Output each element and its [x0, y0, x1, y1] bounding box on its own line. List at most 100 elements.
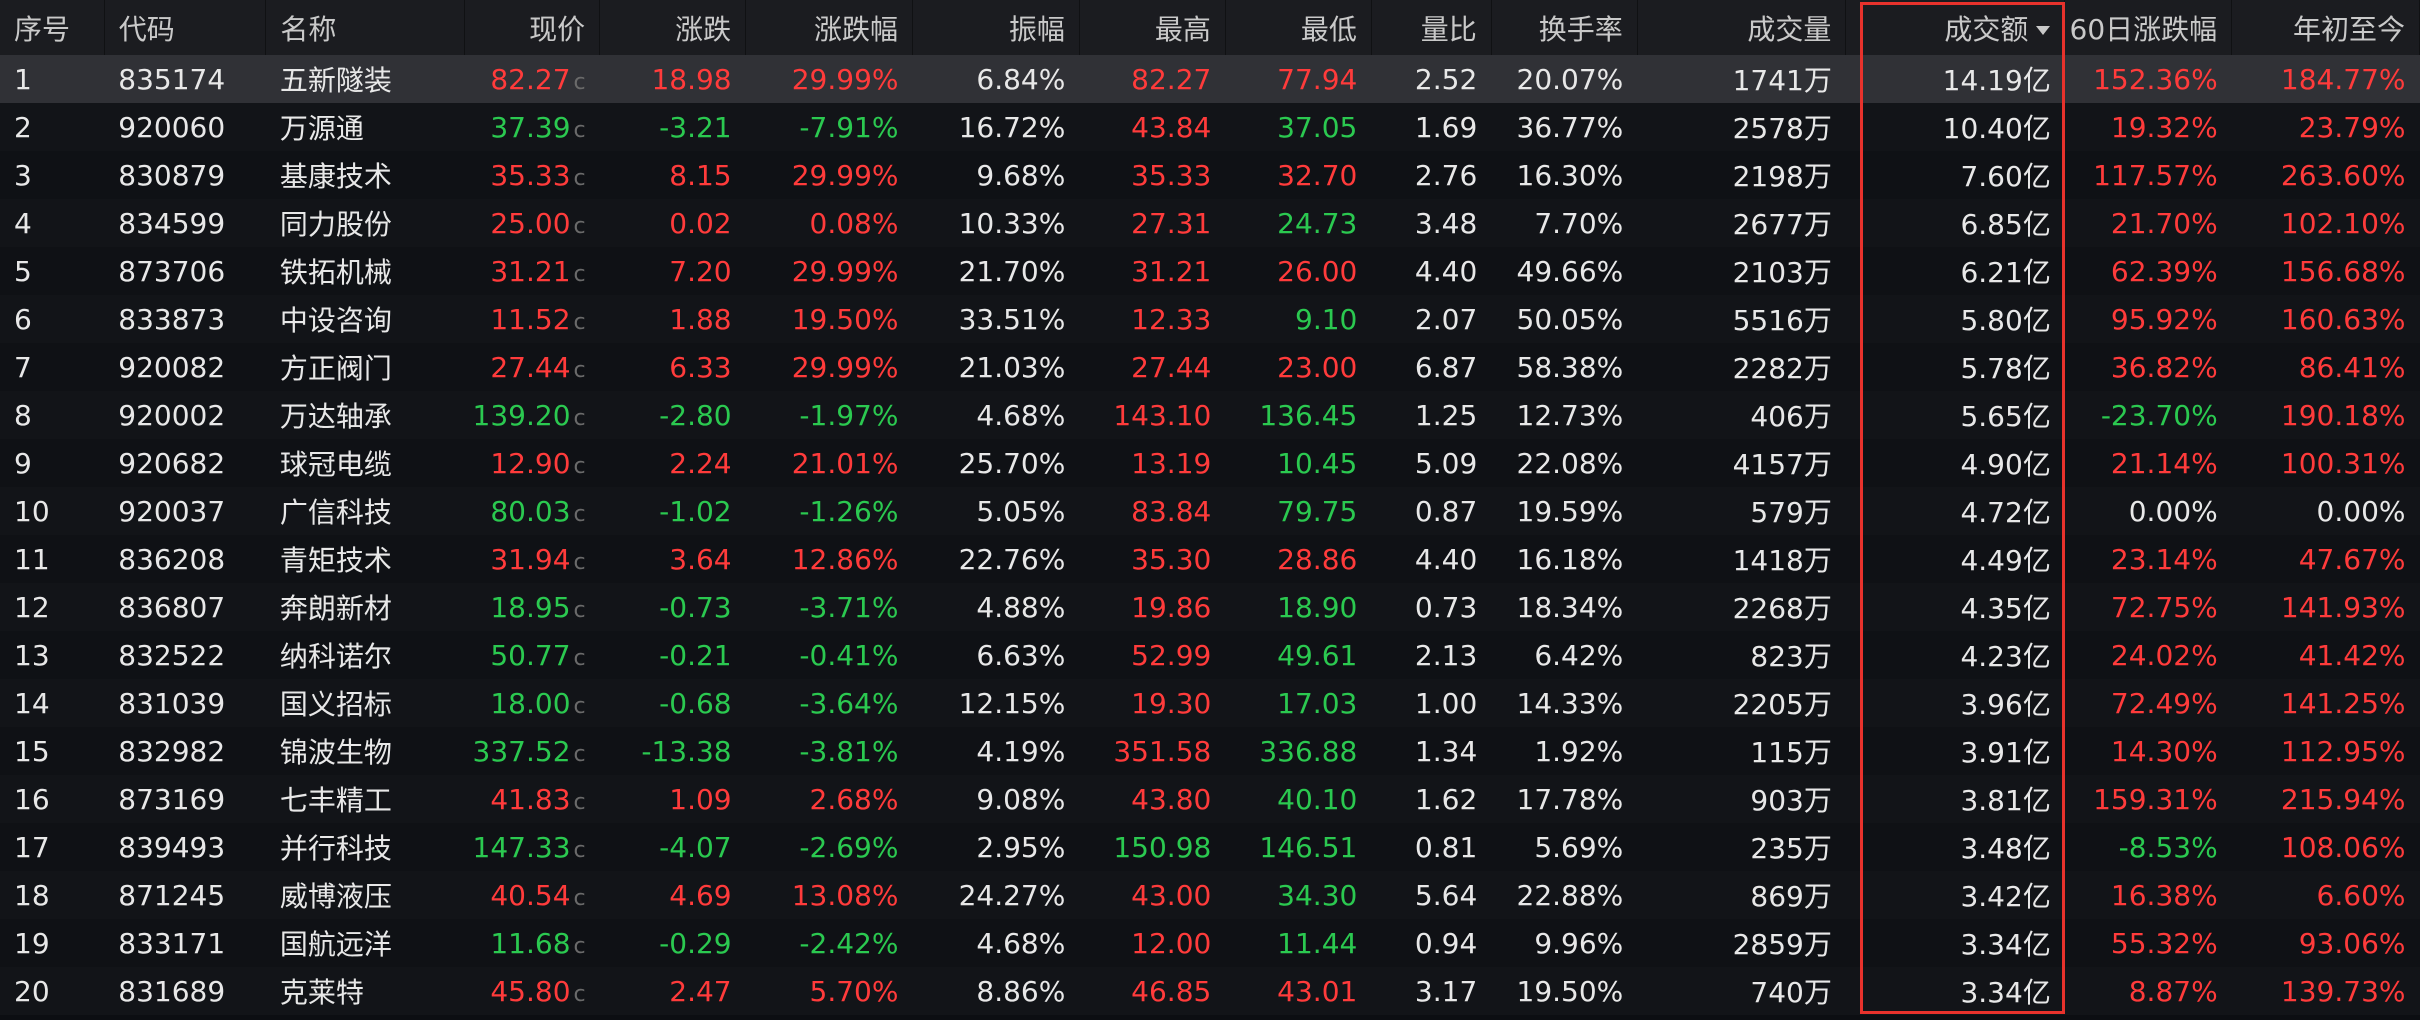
header-change-pct[interactable]: 涨跌幅: [745, 0, 913, 55]
cell-amplitude: 24.27%: [912, 871, 1079, 919]
table-row[interactable]: 3 830879 基康技术 35.33 c 8.15 29.99% 9.68% 35.33 32.…: [0, 151, 2420, 199]
cell-high: 43.00: [1079, 871, 1225, 919]
cell-amount: 4.72亿: [1846, 487, 2065, 535]
table-row[interactable]: 7 920082 方正阀门 27.44 c 6.33 29.99% 21.03% 27.44 23…: [0, 343, 2420, 391]
table-row[interactable]: 6 833873 中设咨询 11.52 c 1.88 19.50% 33.51% 12.33 9.…: [0, 295, 2420, 343]
cell-volume: 2677万: [1637, 199, 1846, 247]
cell-price-value: 18.00: [490, 686, 571, 720]
cell-high-value: 35.30: [1131, 542, 1212, 576]
table-row[interactable]: 17 839493 并行科技 147.33 c -4.07 -2.69% 2.95% 150.9…: [0, 823, 2420, 871]
cell-change-pct-value: 12.86%: [791, 542, 899, 576]
cell-seq-value: 9: [14, 446, 32, 480]
cell-60d-change: 16.38%: [2065, 871, 2232, 919]
cell-low-value: 37.05: [1277, 110, 1358, 144]
header-amplitude[interactable]: 振幅: [912, 0, 1080, 55]
header-change[interactable]: 涨跌: [599, 0, 747, 55]
cell-high-value: 19.86: [1131, 590, 1212, 624]
header-high[interactable]: 最高: [1079, 0, 1226, 55]
cell-code: 836807: [104, 583, 266, 631]
cell-high-value: 43.84: [1131, 110, 1212, 144]
cell-seq-value: 5: [14, 254, 32, 288]
cell-code-value: 871245: [118, 878, 226, 912]
cell-code: 873706: [104, 247, 266, 295]
cell-volume: 2268万: [1637, 583, 1846, 631]
cell-amplitude: 16.72%: [912, 103, 1079, 151]
cell-ytd-change: 215.94%: [2232, 775, 2420, 823]
table-row[interactable]: 10 920037 广信科技 80.03 c -1.02 -1.26% 5.05% 83.84 7…: [0, 487, 2420, 535]
cell-seq-value: 4: [14, 206, 32, 240]
cell-change: 1.09: [600, 775, 746, 823]
cell-name-value: 基康技术: [279, 160, 392, 193]
table-row[interactable]: 2 920060 万源通 37.39 c -3.21 -7.91% 16.72% 43.84 37…: [0, 103, 2420, 151]
header-amount[interactable]: 成交额: [1845, 0, 2066, 55]
cell-turnover-value: 58.38%: [1516, 350, 1624, 384]
price-flag: c: [573, 741, 586, 767]
header-code[interactable]: 代码: [104, 0, 267, 55]
cell-change-pct: 29.99%: [746, 247, 913, 295]
table-body: 1 835174 五新隧装 82.27 c 18.98 29.99% 6.84% 82.27 77…: [0, 55, 2420, 1015]
header-low[interactable]: 最低: [1225, 0, 1372, 55]
cell-price-value: 12.90: [490, 446, 571, 480]
header-volume[interactable]: 成交量: [1637, 0, 1847, 55]
cell-amount-value: 5.65亿: [1960, 400, 2051, 433]
cell-amount-value: 4.23亿: [1960, 640, 2051, 673]
header-60d-change[interactable]: 60日涨跌幅: [2064, 0, 2233, 55]
cell-high: 52.99: [1079, 631, 1225, 679]
table-row[interactable]: 1 835174 五新隧装 82.27 c 18.98 29.99% 6.84% 82.27 77…: [0, 55, 2420, 103]
table-row[interactable]: 20 831689 克莱特 45.80 c 2.47 5.70% 8.86% 46.85 43.0…: [0, 967, 2420, 1015]
cell-volume-ratio-value: 1.34: [1414, 734, 1478, 768]
table-row[interactable]: 4 834599 同力股份 25.00 c 0.02 0.08% 10.33% 27.31 24.…: [0, 199, 2420, 247]
table-row[interactable]: 11 836208 青矩技术 31.94 c 3.64 12.86% 22.76% 35.30 2…: [0, 535, 2420, 583]
table-row[interactable]: 15 832982 锦波生物 337.52 c -13.38 -3.81% 4.19% 351.…: [0, 727, 2420, 775]
cell-low: 77.94: [1225, 55, 1371, 103]
table-row[interactable]: 14 831039 国义招标 18.00 c -0.68 -3.64% 12.15% 19.30…: [0, 679, 2420, 727]
cell-price-value: 40.54: [490, 878, 571, 912]
cell-high-value: 52.99: [1131, 638, 1212, 672]
cell-name-value: 万达轴承: [279, 400, 392, 433]
table-row[interactable]: 8 920002 万达轴承 139.20 c -2.80 -1.97% 4.68% 143.10…: [0, 391, 2420, 439]
cell-turnover-value: 20.07%: [1516, 62, 1624, 96]
header-price[interactable]: 现价: [464, 0, 601, 55]
header-turnover[interactable]: 换手率: [1491, 0, 1638, 55]
cell-change: 7.20: [600, 247, 746, 295]
cell-volume: 2578万: [1637, 103, 1846, 151]
cell-amplitude: 5.05%: [912, 487, 1079, 535]
header-seq[interactable]: 序号: [0, 0, 105, 55]
price-flag: c: [573, 597, 586, 623]
cell-volume-ratio: 1.25: [1371, 391, 1491, 439]
cell-volume: 823万: [1637, 631, 1846, 679]
table-row[interactable]: 12 836807 奔朗新材 18.95 c -0.73 -3.71% 4.88% 19.86 1…: [0, 583, 2420, 631]
cell-amplitude-value: 4.88%: [976, 590, 1066, 624]
cell-low-value: 26.00: [1277, 254, 1358, 288]
cell-volume-ratio: 1.62: [1371, 775, 1491, 823]
cell-volume: 5516万: [1637, 295, 1846, 343]
cell-change-value: -0.73: [659, 590, 732, 624]
cell-seq: 20: [0, 967, 104, 1015]
cell-price: 25.00 c: [464, 199, 600, 247]
cell-60d-change: 117.57%: [2065, 151, 2232, 199]
cell-turnover: 1.92%: [1491, 727, 1637, 775]
cell-volume-value: 115万: [1750, 736, 1832, 769]
table-row[interactable]: 5 873706 铁拓机械 31.21 c 7.20 29.99% 21.70% 31.21 26…: [0, 247, 2420, 295]
cell-volume-ratio: 6.87: [1371, 343, 1491, 391]
header-volume-ratio[interactable]: 量比: [1371, 0, 1492, 55]
cell-volume-value: 1741万: [1732, 64, 1832, 97]
cell-volume: 406万: [1637, 391, 1846, 439]
cell-low: 9.10: [1225, 295, 1371, 343]
cell-amount-value: 5.80亿: [1960, 304, 2051, 337]
cell-amount: 7.60亿: [1846, 151, 2065, 199]
table-row[interactable]: 9 920682 球冠电缆 12.90 c 2.24 21.01% 25.70% 13.19 10…: [0, 439, 2420, 487]
table-row[interactable]: 13 832522 纳科诺尔 50.77 c -0.21 -0.41% 6.63% 52.99 4…: [0, 631, 2420, 679]
table-row[interactable]: 18 871245 威博液压 40.54 c 4.69 13.08% 24.27% 43.00 3…: [0, 871, 2420, 919]
table-row[interactable]: 19 833171 国航远洋 11.68 c -0.29 -2.42% 4.68% 12.00 1…: [0, 919, 2420, 967]
cell-low: 10.45: [1225, 439, 1371, 487]
cell-volume-value: 235万: [1750, 832, 1832, 865]
cell-price: 80.03 c: [464, 487, 600, 535]
header-name[interactable]: 名称: [265, 0, 465, 55]
header-code-label: 代码: [118, 12, 175, 46]
cell-volume-value: 740万: [1750, 976, 1832, 1009]
cell-volume-value: 869万: [1750, 880, 1832, 913]
header-ytd-change[interactable]: 年初至今: [2231, 0, 2420, 55]
table-row[interactable]: 16 873169 七丰精工 41.83 c 1.09 2.68% 9.08% 43.80 40.…: [0, 775, 2420, 823]
cell-code: 839493: [104, 823, 266, 871]
